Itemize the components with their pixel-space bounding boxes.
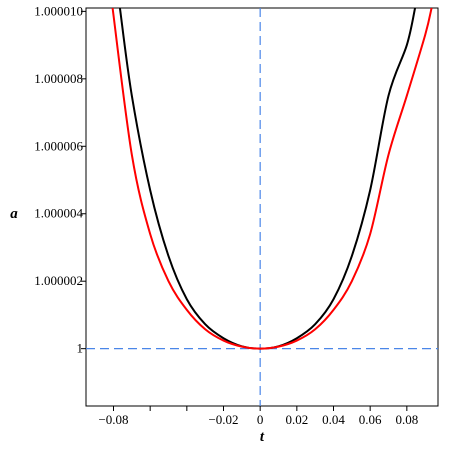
y-axis-title: a (10, 206, 18, 222)
y-axis-ticks: 1 1.000002 1.000004 1.000006 1.000008 1.00001… (34, 3, 86, 356)
series-layer (111, 8, 433, 350)
reference-lines (86, 8, 438, 406)
y-tick-label: 1.000002 (34, 273, 83, 288)
x-tick-label: 0.06 (359, 412, 382, 427)
y-tick-label: 1 (77, 341, 84, 356)
y-tick-label: 1.000008 (34, 71, 83, 86)
y-tick-label: 1.000010 (34, 3, 83, 18)
x-tick-label: −0.08 (98, 412, 128, 427)
plot-frame (85, 7, 439, 407)
x-tick-label: 0.04 (322, 412, 345, 427)
y-tick-label: 1.000004 (34, 206, 83, 221)
x-axis-title: t (260, 429, 265, 445)
x-tick-label: 0 (257, 412, 264, 427)
x-axis-ticks: −0.08 −0.02 0 0.02 0.04 0.06 0.08 (98, 406, 418, 427)
x-tick-label: 0.08 (395, 412, 418, 427)
x-tick-label: 0.02 (285, 412, 308, 427)
red-series-line (111, 8, 433, 350)
x-tick-label: −0.02 (208, 412, 238, 427)
black-series-line (118, 8, 417, 350)
y-tick-label: 1.000006 (34, 138, 83, 153)
